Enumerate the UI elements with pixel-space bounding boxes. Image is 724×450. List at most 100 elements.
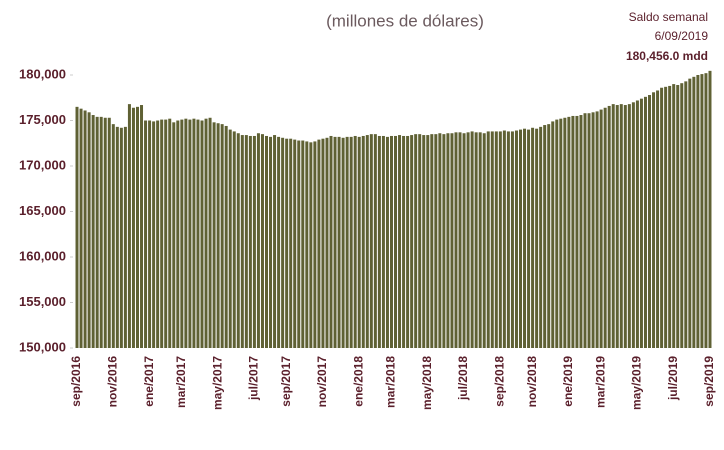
bar <box>135 106 139 348</box>
bar <box>680 83 684 348</box>
bar <box>583 113 587 348</box>
bar <box>349 136 353 348</box>
bar <box>660 87 664 349</box>
y-tick-label: 170,000 <box>19 157 66 172</box>
bar <box>567 116 571 348</box>
x-tick-label: nov/2017 <box>315 356 329 408</box>
bar <box>543 125 547 348</box>
bar <box>119 127 123 348</box>
x-tick-label: sep/2016 <box>69 356 83 407</box>
bar <box>591 112 595 348</box>
bar <box>555 119 559 348</box>
bar <box>192 118 196 349</box>
bar <box>309 142 313 348</box>
x-tick-label: ene/2018 <box>351 356 365 407</box>
x-tick-label: sep/2019 <box>702 356 716 407</box>
bar <box>357 136 361 348</box>
bar <box>244 135 248 348</box>
bar <box>99 116 103 348</box>
x-tick-label: ene/2019 <box>561 356 575 407</box>
bar <box>547 124 551 348</box>
bar <box>531 127 535 348</box>
bar <box>156 120 160 348</box>
bar <box>200 120 204 348</box>
bar <box>656 90 660 348</box>
bar <box>486 131 490 348</box>
bar <box>579 115 583 348</box>
bar <box>269 136 273 348</box>
bar <box>498 131 502 348</box>
bar <box>518 129 522 348</box>
bar <box>220 124 224 348</box>
bar <box>216 123 220 348</box>
bar <box>398 135 402 348</box>
bar <box>341 137 345 348</box>
bar <box>232 131 236 348</box>
bar <box>248 135 252 348</box>
bar <box>394 135 398 348</box>
bar <box>414 134 418 348</box>
bar <box>462 133 466 348</box>
bar <box>373 134 377 348</box>
bar <box>107 117 111 349</box>
bar <box>123 126 127 349</box>
bar <box>434 134 438 348</box>
bar <box>482 133 486 348</box>
bar <box>345 136 349 348</box>
bar <box>184 118 188 349</box>
bar <box>454 132 458 348</box>
bar <box>325 137 329 348</box>
bar <box>627 104 631 349</box>
bar <box>212 122 216 348</box>
bar <box>252 135 256 348</box>
bar <box>317 139 321 348</box>
bar <box>79 108 83 348</box>
bar <box>361 135 365 348</box>
chart-title: (millones de dólares) <box>326 11 484 30</box>
bar <box>204 118 208 349</box>
bar <box>430 134 434 348</box>
x-tick-label: jul/2018 <box>456 356 470 401</box>
bar <box>83 110 87 349</box>
bar <box>402 135 406 348</box>
bar <box>648 95 652 349</box>
bar <box>502 130 506 348</box>
bar <box>369 134 373 348</box>
bar <box>599 109 603 348</box>
bar <box>176 120 180 348</box>
y-tick-label: 175,000 <box>19 112 66 127</box>
y-tick-label: 150,000 <box>19 339 66 354</box>
x-tick-label: sep/2017 <box>279 356 293 407</box>
bar <box>381 135 385 348</box>
bar <box>164 119 168 348</box>
bar <box>563 117 567 349</box>
bar <box>422 135 426 348</box>
bar <box>631 102 635 348</box>
bar <box>313 141 317 348</box>
bar <box>333 136 337 348</box>
bar <box>91 115 95 348</box>
bar <box>285 138 289 348</box>
bar <box>152 121 156 348</box>
bar <box>506 131 510 348</box>
x-tick-label: sep/2018 <box>493 356 507 407</box>
bar <box>559 118 563 349</box>
x-tick-label: mar/2019 <box>593 356 607 408</box>
bar <box>256 133 260 348</box>
bar <box>188 119 192 348</box>
bar <box>418 134 422 348</box>
bar <box>160 119 164 348</box>
bar <box>692 76 696 348</box>
bar <box>704 73 708 349</box>
annotation: Saldo semanal <box>629 10 708 24</box>
bar <box>224 125 228 349</box>
bar <box>87 112 91 348</box>
x-tick-label: mar/2017 <box>174 356 188 408</box>
bar <box>260 134 264 348</box>
bar <box>273 135 277 348</box>
x-tick-label: may/2017 <box>210 356 224 410</box>
annotation: 180,456.0 mdd <box>626 49 708 63</box>
bar <box>172 122 176 348</box>
y-tick-label: 155,000 <box>19 294 66 309</box>
bar <box>148 120 152 348</box>
